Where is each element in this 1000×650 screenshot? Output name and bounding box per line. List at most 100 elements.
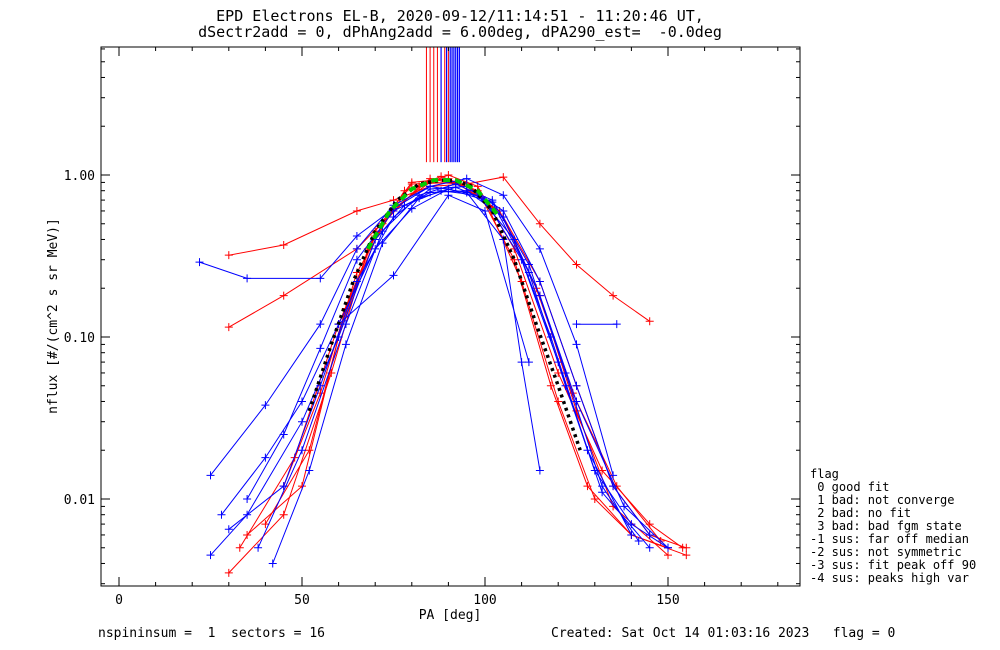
chart-title-line-1: EPD Electrons EL-B, 2020-09-12/11:14:51 …	[216, 7, 704, 25]
data-point-marker	[612, 320, 621, 329]
data-point-marker	[261, 401, 270, 410]
legend-item: -2 sus: not symmetric	[810, 545, 962, 559]
data-point-marker	[620, 502, 629, 511]
plot-frame	[100, 46, 801, 587]
data-point-marker	[195, 258, 204, 267]
series-line-blue	[210, 185, 541, 476]
data-point-marker	[572, 320, 581, 329]
footer-created-info: Created: Sat Oct 14 01:03:16 2023 flag =…	[551, 626, 896, 641]
data-point-marker	[298, 417, 306, 426]
data-point-marker	[664, 543, 672, 552]
data-point-marker	[298, 397, 306, 406]
data-point-marker	[279, 510, 288, 519]
axes: 0 50 100 150 0.01 0.10 1.00	[64, 47, 800, 608]
legend-item: -3 sus: fit peak off 90	[810, 558, 977, 572]
data-point-marker	[341, 340, 350, 349]
data-point-marker	[535, 219, 544, 228]
y-axis-label: nflux [#/(cm^2 s sr MeV)]	[46, 218, 61, 414]
data-point-marker	[224, 323, 233, 332]
plot-area	[195, 47, 691, 577]
series-line-red	[264, 174, 683, 549]
data-point-marker	[352, 232, 361, 241]
data-point-marker	[243, 274, 252, 283]
data-point-marker	[572, 340, 581, 349]
data-point-marker	[590, 466, 599, 475]
data-point-marker	[535, 466, 544, 475]
series-line-green	[366, 178, 502, 250]
data-point-marker	[217, 510, 226, 519]
data-point-marker	[407, 204, 416, 213]
series-line-blue	[257, 183, 640, 549]
data-point-marker	[481, 206, 489, 215]
data-point-marker	[583, 482, 592, 491]
legend-item: 0 good fit	[810, 480, 890, 494]
y-tick-label: 0.01	[64, 493, 95, 508]
data-point-marker	[305, 466, 314, 475]
data-point-marker	[609, 482, 618, 491]
data-point-marker	[678, 543, 687, 552]
data-point-marker	[316, 344, 325, 353]
footer-spin-info: nspininsum = 1 sectors = 16	[98, 626, 325, 641]
data-point-marker	[261, 453, 270, 462]
data-point-marker	[341, 320, 350, 329]
data-point-marker	[352, 244, 361, 253]
data-point-marker	[235, 543, 244, 552]
data-point-marker	[535, 277, 544, 286]
data-point-marker	[298, 446, 306, 455]
series-line-red	[228, 175, 669, 574]
data-point-marker	[316, 274, 325, 283]
data-point-marker	[224, 568, 233, 577]
data-point-marker	[572, 397, 581, 406]
series-line-blue	[246, 190, 669, 549]
data-point-marker	[682, 551, 691, 560]
data-point-marker	[535, 291, 544, 300]
data-point-marker	[352, 206, 361, 215]
data-point-marker	[645, 543, 654, 552]
data-point-marker	[517, 358, 526, 367]
x-tick-label: 150	[656, 593, 679, 608]
data-point-marker	[499, 173, 508, 182]
x-tick-label: 50	[294, 593, 310, 608]
legend-item: 2 bad: no fit	[810, 506, 912, 520]
x-axis-label: PA [deg]	[419, 608, 482, 623]
data-point-marker	[535, 244, 544, 253]
data-point-marker	[554, 358, 563, 367]
data-point-marker	[224, 251, 233, 260]
data-point-marker	[572, 381, 581, 390]
data-point-marker	[598, 488, 607, 497]
data-point-marker	[645, 530, 654, 539]
data-point-marker	[590, 495, 599, 503]
data-point-marker	[206, 551, 215, 560]
data-point-marker	[352, 255, 361, 264]
data-point-marker	[279, 291, 288, 300]
legend-item: -4 sus: peaks high var	[810, 571, 969, 585]
data-point-marker	[634, 537, 643, 546]
x-tick-label: 0	[115, 593, 123, 608]
data-point-marker	[664, 551, 672, 560]
legend-item: 3 bad: bad fgm state	[810, 519, 962, 533]
data-point-marker	[407, 179, 416, 188]
data-point-marker	[224, 525, 233, 534]
data-point-marker	[305, 446, 314, 455]
data-point-marker	[627, 520, 636, 529]
legend-item: -1 sus: far off median	[810, 532, 969, 546]
data-point-marker	[415, 194, 424, 203]
data-point-marker	[206, 471, 215, 480]
data-point-marker	[609, 291, 618, 300]
data-point-marker	[316, 320, 325, 329]
data-point-marker	[451, 183, 460, 192]
data-point-marker	[279, 240, 288, 249]
data-point-marker	[444, 171, 453, 179]
series-line-blue	[338, 194, 530, 363]
data-point-marker	[524, 260, 533, 269]
data-point-marker	[645, 317, 654, 326]
data-point-marker	[254, 543, 263, 552]
flag-legend: flag 0 good fit 1 bad: not converge 2 ba…	[810, 468, 976, 585]
data-point-marker	[389, 271, 398, 280]
data-point-marker	[268, 559, 277, 568]
y-tick-label: 0.10	[64, 331, 95, 346]
data-point-marker	[261, 520, 270, 529]
data-point-marker	[371, 244, 380, 253]
data-point-marker	[546, 381, 555, 390]
